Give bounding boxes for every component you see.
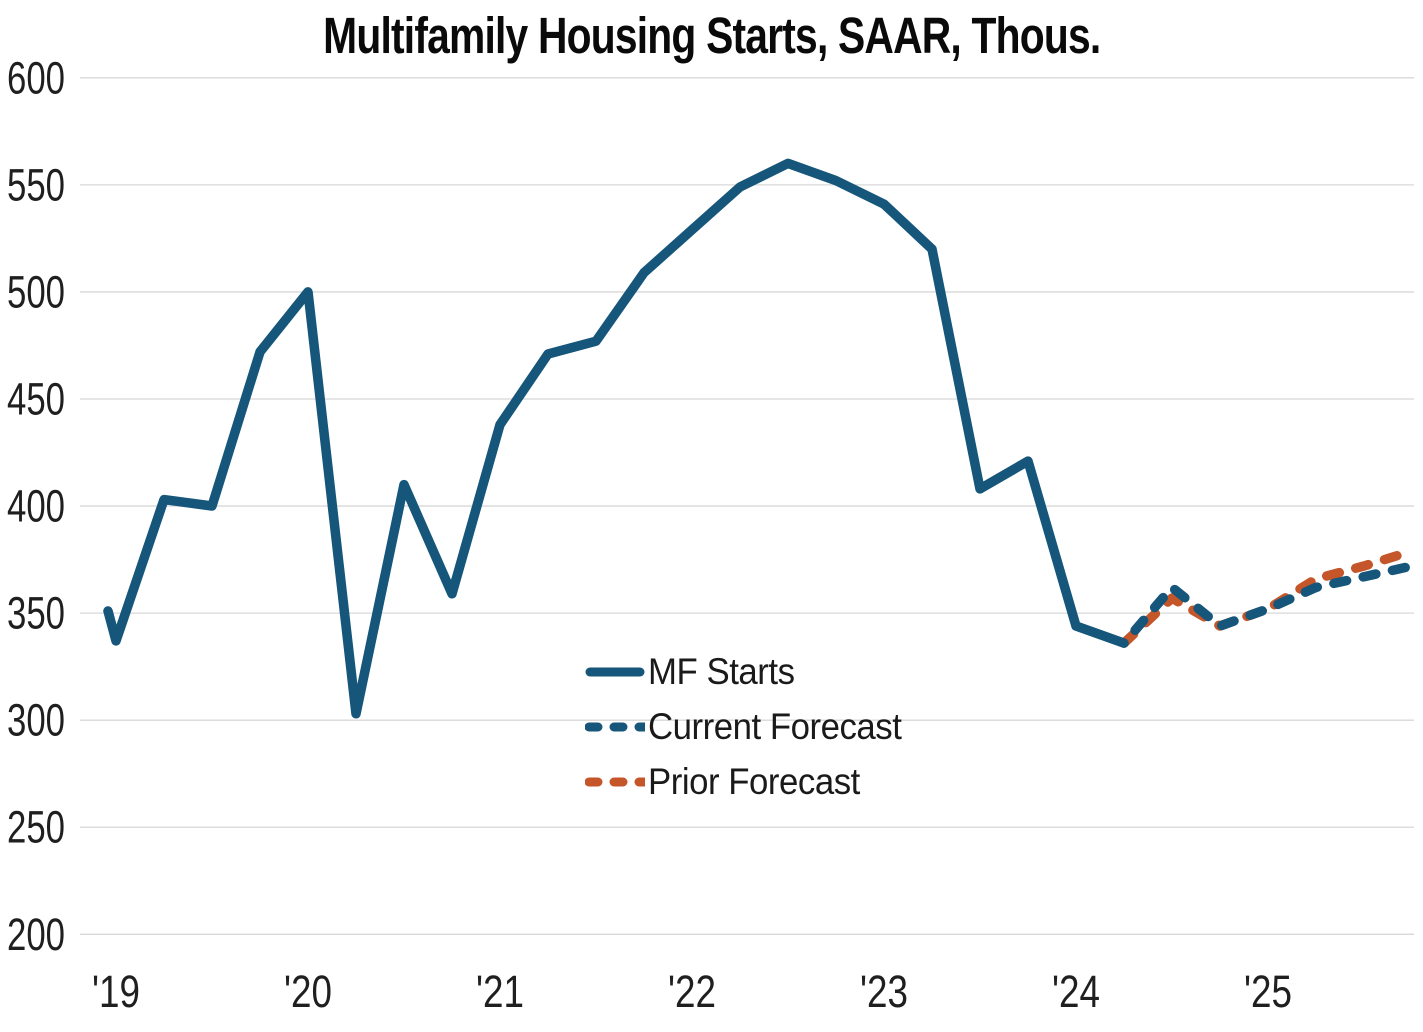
chart-title: Multifamily Housing Starts, SAAR, Thous. — [0, 6, 1423, 65]
x-axis-tick-label: '24 — [1052, 966, 1100, 1017]
y-axis-tick-label: 200 — [7, 909, 65, 960]
legend-item-current-forecast: Current Forecast — [585, 699, 918, 754]
legend-item-prior-forecast: Prior Forecast — [585, 754, 918, 809]
y-axis-tick-label: 250 — [7, 802, 65, 853]
legend-item-mf-starts: MF Starts — [585, 644, 918, 699]
x-axis-tick-label: '23 — [860, 966, 908, 1017]
chart-title-text: Multifamily Housing Starts, SAAR, Thous. — [322, 7, 1101, 64]
mf-starts-line-swatch-icon — [585, 667, 645, 676]
current-forecast-dashed-swatch-icon — [585, 722, 645, 731]
x-axis-tick-label: '25 — [1244, 966, 1292, 1017]
y-axis-tick-label: 300 — [7, 695, 65, 746]
y-axis-tick-label: 600 — [7, 52, 65, 103]
x-axis-tick-label: '20 — [284, 966, 332, 1017]
y-axis-tick-label: 450 — [7, 373, 65, 424]
y-axis-tick-label: 400 — [7, 481, 65, 532]
x-axis-tick-label: '22 — [668, 966, 716, 1017]
legend-label-mf-starts: MF Starts — [648, 650, 795, 692]
y-axis-tick-label: 550 — [7, 159, 65, 210]
series-line-prior-forecast — [1119, 546, 1417, 648]
y-axis-tick-label: 500 — [7, 266, 65, 317]
y-axis-tick-label: 350 — [7, 588, 65, 639]
legend: MF Starts Current Forecast Prior Forecas… — [585, 644, 918, 809]
x-axis-tick-label: '19 — [92, 966, 140, 1017]
series-line-current-forecast — [1119, 561, 1417, 648]
prior-forecast-dashed-swatch-icon — [585, 777, 645, 786]
legend-label-prior-forecast: Prior Forecast — [648, 760, 860, 802]
legend-label-current-forecast: Current Forecast — [648, 705, 902, 747]
x-axis-tick-label: '21 — [476, 966, 524, 1017]
series-line-mf-starts — [103, 158, 1129, 719]
